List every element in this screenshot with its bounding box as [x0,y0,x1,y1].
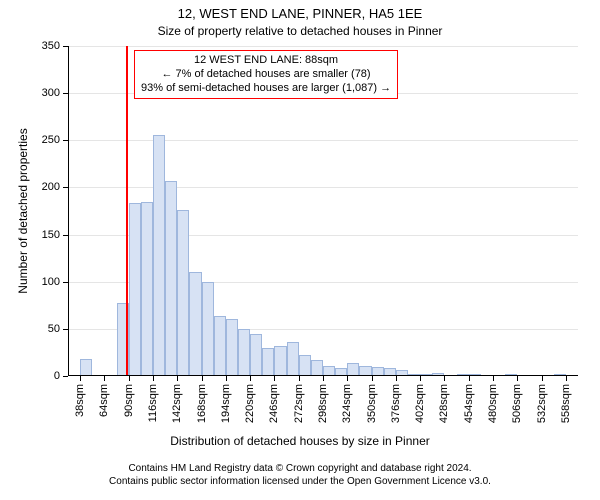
xtick-label: 558sqm [560,384,572,423]
info-box-line: 93% of semi-detached houses are larger (… [141,82,391,96]
xtick-label: 480sqm [487,384,499,423]
histogram-bar [141,202,153,376]
histogram-bar [214,316,226,376]
xtick-mark [80,376,81,381]
xtick-mark [517,376,518,381]
xtick-mark [542,376,543,381]
xtick-mark [104,376,105,381]
ytick-label: 150 [42,229,60,241]
histogram-bar [177,210,189,376]
histogram-bar [250,334,262,376]
xtick-label: 220sqm [244,384,256,423]
ytick-label: 0 [54,370,60,382]
xtick-mark [469,376,470,381]
xtick-label: 142sqm [171,384,183,423]
xtick-mark [372,376,373,381]
xtick-label: 350sqm [366,384,378,423]
xtick-label: 428sqm [438,384,450,423]
x-axis-title: Distribution of detached houses by size … [0,434,600,448]
xtick-mark [274,376,275,381]
xtick-mark [129,376,130,381]
xtick-label: 402sqm [414,384,426,423]
chart-subtitle: Size of property relative to detached ho… [0,24,600,38]
histogram-bar [299,355,311,376]
ytick-label: 350 [42,40,60,52]
ytick-label: 200 [42,181,60,193]
property-marker-line [126,46,128,376]
chart-title: 12, WEST END LANE, PINNER, HA5 1EE [0,6,600,21]
ytick-mark [63,376,68,377]
xtick-mark [177,376,178,381]
info-box-line: 12 WEST END LANE: 88sqm [141,54,391,68]
y-axis [68,46,69,376]
plot-area: 05010015020025030035038sqm64sqm90sqm116s… [68,46,578,376]
gridline [68,46,578,47]
xtick-mark [153,376,154,381]
xtick-label: 532sqm [536,384,548,423]
xtick-label: 506sqm [511,384,523,423]
xtick-label: 272sqm [293,384,305,423]
ytick-label: 100 [42,276,60,288]
xtick-mark [250,376,251,381]
histogram-bar [189,272,201,376]
footer-line-2: Contains public sector information licen… [0,475,600,488]
footer-line-1: Contains HM Land Registry data © Crown c… [0,462,600,475]
histogram-bar [165,181,177,376]
xtick-label: 194sqm [220,384,232,423]
xtick-label: 64sqm [98,384,110,417]
xtick-mark [202,376,203,381]
xtick-label: 246sqm [268,384,280,423]
xtick-mark [396,376,397,381]
property-info-box: 12 WEST END LANE: 88sqm← 7% of detached … [134,50,398,99]
y-axis-title: Number of detached properties [16,128,30,293]
histogram-bar [238,329,250,376]
xtick-mark [493,376,494,381]
ytick-label: 300 [42,87,60,99]
histogram-bar [129,203,141,376]
xtick-label: 90sqm [123,384,135,417]
xtick-label: 116sqm [147,384,159,422]
footer: Contains HM Land Registry data © Crown c… [0,462,600,488]
xtick-mark [299,376,300,381]
xtick-mark [420,376,421,381]
xtick-label: 454sqm [463,384,475,423]
histogram-bar [262,348,274,376]
xtick-label: 38sqm [74,384,86,417]
xtick-mark [566,376,567,381]
xtick-label: 376sqm [390,384,402,423]
histogram-bar [153,135,165,376]
xtick-label: 324sqm [341,384,353,423]
gridline [68,187,578,188]
xtick-mark [347,376,348,381]
xtick-mark [226,376,227,381]
ytick-label: 50 [48,323,60,335]
histogram-bar [287,342,299,376]
xtick-mark [444,376,445,381]
histogram-bar [311,360,323,376]
gridline [68,140,578,141]
histogram-bar [274,346,286,376]
xtick-label: 298sqm [317,384,329,423]
ytick-label: 250 [42,134,60,146]
histogram-bar [80,359,92,376]
histogram-chart: 05010015020025030035038sqm64sqm90sqm116s… [68,46,578,376]
histogram-bar [226,319,238,376]
histogram-bar [202,282,214,376]
xtick-mark [323,376,324,381]
info-box-line: ← 7% of detached houses are smaller (78) [141,68,391,82]
xtick-label: 168sqm [196,384,208,423]
